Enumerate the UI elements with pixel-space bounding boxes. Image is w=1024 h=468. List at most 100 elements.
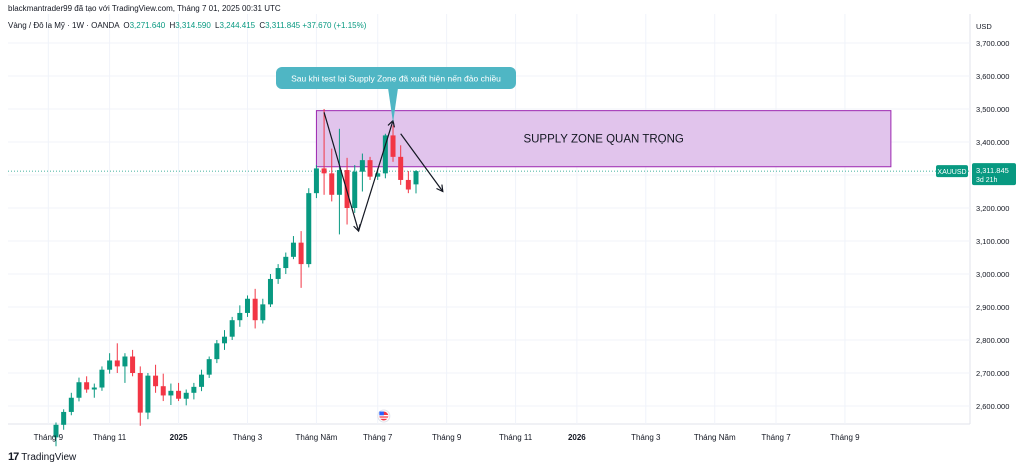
- candle: [237, 305, 243, 327]
- candle: [206, 356, 212, 378]
- x-tick-label: Tháng Năm: [694, 433, 736, 442]
- high-label: H: [169, 21, 176, 30]
- candle: [405, 171, 411, 194]
- supply-zone-label: SUPPLY ZONE QUAN TRỌNG: [523, 134, 683, 146]
- candle-body: [290, 242, 296, 257]
- candle-body: [61, 411, 67, 425]
- candle: [413, 170, 419, 194]
- close-value: 3,311.845: [265, 21, 301, 30]
- x-tick-label: 2025: [170, 433, 188, 442]
- high-value: 3,314.590: [175, 21, 211, 30]
- candle-body: [413, 171, 419, 185]
- candle: [222, 330, 228, 350]
- y-tick-label: 2,600.000: [976, 402, 1009, 411]
- candle-body: [68, 397, 74, 412]
- candle-body: [352, 171, 358, 208]
- symbol-title: Vàng / Đô la Mỹ · 1W · OANDA: [8, 21, 120, 30]
- y-tick-label: 2,900.000: [976, 303, 1009, 312]
- candle-body: [130, 356, 136, 373]
- candle: [283, 252, 289, 274]
- y-tick-label: 3,400.000: [976, 138, 1009, 147]
- candle-body: [306, 193, 312, 265]
- y-tick-label: 2,800.000: [976, 336, 1009, 345]
- x-tick-label: Tháng Năm: [296, 433, 338, 442]
- y-tick-label: 3,600.000: [976, 72, 1009, 81]
- overlay: Sau khi test lại Supply Zone đã xuất hiệ…: [276, 67, 516, 123]
- candle: [176, 382, 182, 402]
- candle-body: [76, 382, 82, 398]
- y-tick-label: 3,100.000: [976, 237, 1009, 246]
- arrows: [323, 112, 444, 233]
- us-flag-stripe: [379, 417, 389, 419]
- x-tick-label: Tháng 11: [93, 433, 127, 442]
- tradingview-footer[interactable]: 17 TradingView: [8, 451, 76, 463]
- candle-body: [84, 382, 90, 390]
- x-tick-label: Tháng 11: [499, 433, 533, 442]
- candle-body: [283, 256, 289, 269]
- candle-body: [145, 375, 151, 413]
- price-axis[interactable]: 2,600.000 2,700.000 2,800.000 2,900.000 3,00…: [936, 22, 1016, 411]
- candle-body: [267, 278, 273, 305]
- x-tick-label: Tháng 3: [233, 433, 263, 442]
- symbol-tag-bg: [936, 165, 968, 178]
- candle: [68, 392, 74, 416]
- low-value: 3,244.415: [219, 21, 256, 30]
- candle-body: [199, 374, 205, 387]
- candle: [130, 349, 136, 377]
- candle: [191, 382, 197, 400]
- candle: [359, 153, 365, 192]
- candle: [352, 165, 358, 213]
- candle-body: [367, 160, 373, 177]
- candle-body: [222, 336, 228, 344]
- attribution-text: blackmantrader99 đã tạo với TradingView.…: [8, 4, 281, 13]
- candle: [244, 295, 250, 317]
- us-flag-stripe: [379, 415, 389, 417]
- x-tick-label: Tháng 9: [432, 433, 462, 442]
- candle: [153, 364, 159, 393]
- candle: [290, 236, 296, 260]
- candle-body: [313, 168, 319, 194]
- candle-body: [344, 170, 350, 208]
- candle-body: [390, 135, 396, 157]
- supply-zone-rect: [315, 110, 892, 168]
- candle-body: [206, 359, 212, 375]
- candle-body: [252, 298, 258, 321]
- change-value: +37.670 (+1.15%): [302, 21, 367, 30]
- callout-text: Sau khi test lại Supply Zone đã xuất hiệ…: [291, 74, 501, 84]
- low-label: L: [215, 21, 220, 30]
- tradingview-logo-icon: 17: [8, 451, 19, 463]
- open-value: 3,271.640: [129, 21, 166, 30]
- candle-body: [91, 387, 97, 390]
- tradingview-logo-text: TradingView: [21, 451, 77, 463]
- candle-body: [329, 173, 335, 195]
- candle-body: [99, 369, 105, 388]
- symbol-tag: XAUUSD: [937, 169, 966, 176]
- candle: [390, 125, 396, 162]
- candle-body: [122, 356, 128, 367]
- candle-body: [153, 375, 159, 387]
- candle-body: [176, 390, 182, 399]
- candle-body: [53, 424, 59, 438]
- candle: [160, 373, 166, 402]
- candle: [91, 383, 97, 398]
- candle: [398, 145, 404, 185]
- candle-body: [168, 390, 174, 396]
- us-flag-canton: [379, 411, 384, 416]
- x-tick-label: Tháng 3: [631, 433, 661, 442]
- candle-body: [375, 173, 381, 177]
- candle-body: [298, 242, 304, 265]
- y-tick-label: 3,200.000: [976, 204, 1009, 213]
- x-tick-label: Tháng 9: [34, 433, 64, 442]
- current-price-label: 3,311.845: [976, 166, 1009, 175]
- candle: [267, 274, 273, 307]
- callout-pointer: [388, 88, 399, 123]
- current-price-label-bg: [972, 163, 1016, 186]
- candle-body: [229, 320, 235, 337]
- candle-body: [160, 386, 166, 396]
- candle-body: [359, 160, 365, 172]
- trend-arrow-line: [357, 120, 394, 232]
- time-axis[interactable]: Tháng 9 Tháng 11 2025 Tháng 3 Tháng Năm Tháng…: [34, 409, 861, 442]
- candle: [183, 389, 189, 406]
- candle-body: [114, 360, 120, 367]
